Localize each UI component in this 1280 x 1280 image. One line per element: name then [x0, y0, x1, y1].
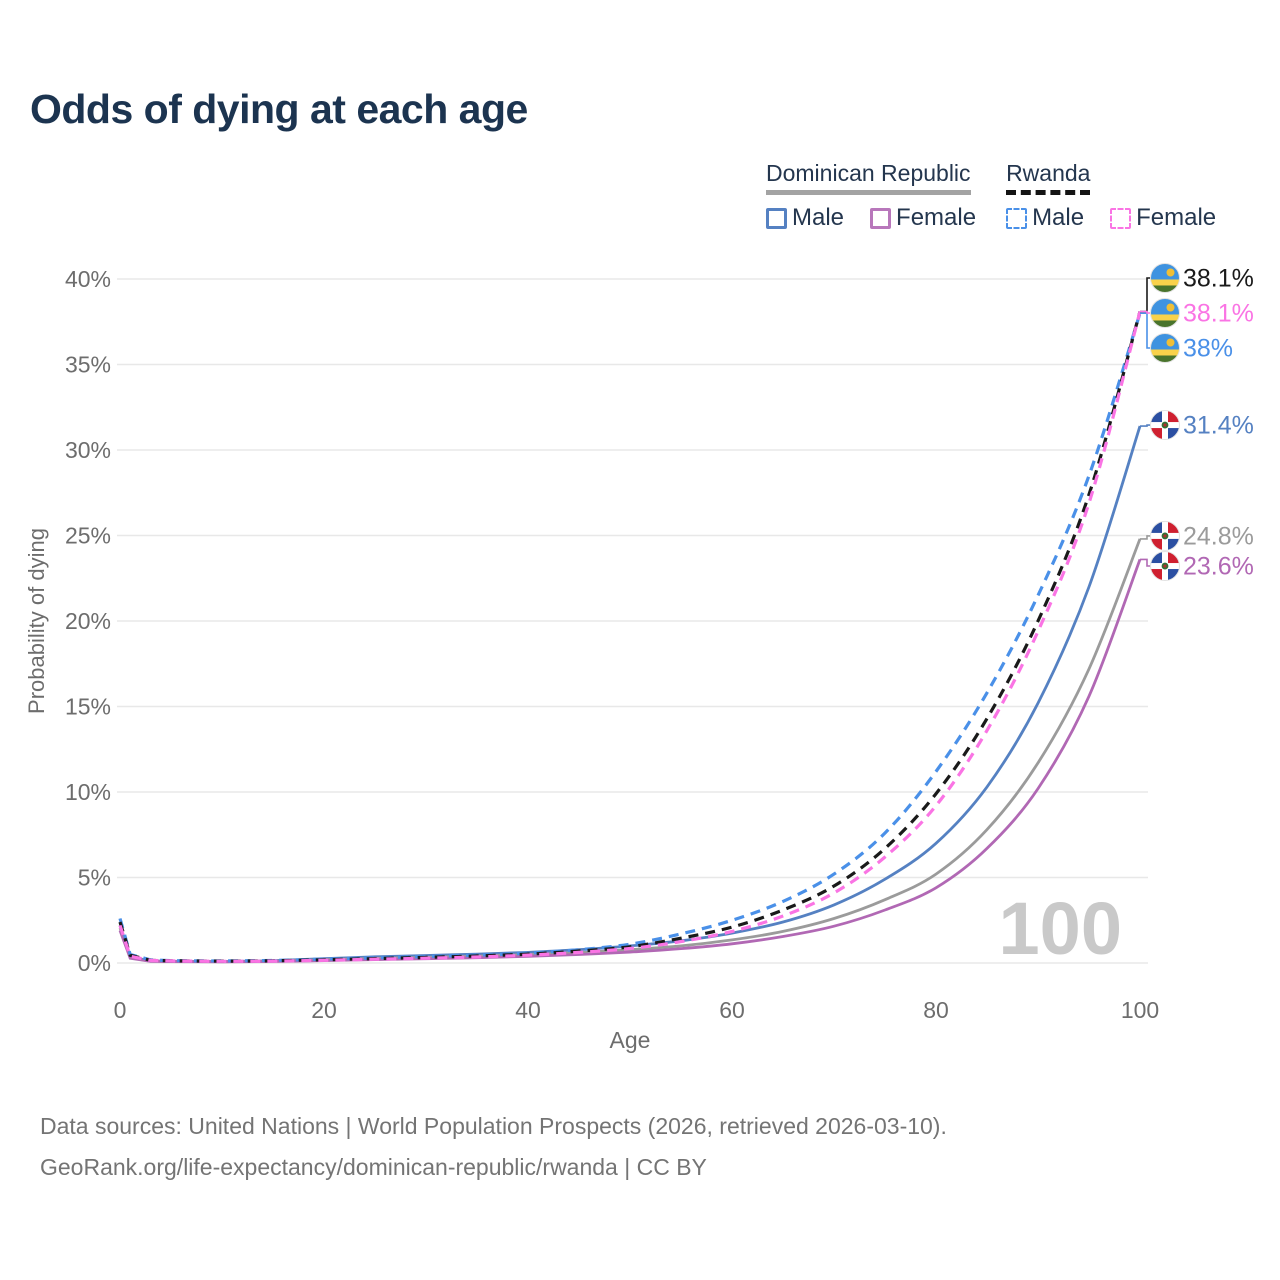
legend-item-rwanda-male[interactable]: Male [1006, 204, 1084, 232]
footer-attribution: GeoRank.org/life-expectancy/dominican-re… [40, 1154, 707, 1180]
flag-icon-do [1150, 410, 1180, 441]
legend-item-label: Female [896, 204, 977, 231]
hover-age-watermark: 100 [999, 887, 1122, 970]
legend-item-label: Female [1136, 204, 1217, 231]
series-end-labels: 31.4% 24.8% 23.6% 38% 38.1% 38.1% [1140, 262, 1254, 582]
legend-item-label: Male [792, 204, 845, 231]
legend-item-rwanda-female[interactable]: Female [1110, 204, 1216, 232]
legend-header-dominican-republic: Dominican Republic [766, 160, 971, 195]
end-label-dr-female: 23.6% [1140, 551, 1254, 582]
flag-icon-rw [1150, 262, 1180, 293]
x-axis-tick-labels: 0 20 40 60 80 100 [114, 997, 1160, 1023]
end-value-label: 31.4% [1183, 412, 1254, 440]
legend-header-rwanda: Rwanda [1006, 160, 1091, 195]
legend-item-dr-female[interactable]: Female [870, 204, 976, 232]
leader-line [1140, 277, 1151, 313]
series-lines [118, 311, 1142, 964]
end-value-label: 38.1% [1183, 264, 1254, 292]
x-tick-label: 40 [515, 997, 541, 1023]
flag-icon-do [1150, 551, 1180, 582]
rwanda-female-swatch-icon [1110, 207, 1132, 229]
flag-icon-do [1150, 520, 1180, 551]
page-title: Odds of dying at each age [30, 86, 528, 132]
chart-legend: Dominican Republic Male Female Rwanda Ma… [766, 160, 1216, 232]
end-label-dr-male: 31.4% [1140, 410, 1254, 441]
x-tick-label: 100 [1121, 997, 1159, 1023]
dr-female-swatch-icon [870, 207, 892, 229]
leader-line [1140, 558, 1151, 567]
footer: Data sources: United Nations | World Pop… [40, 1106, 947, 1188]
dr-male-swatch-icon [766, 207, 787, 229]
leader-line [1140, 535, 1151, 540]
leader-line [1140, 312, 1151, 349]
end-value-label: 38% [1183, 335, 1233, 363]
flag-icon-rw [1150, 333, 1180, 363]
gridlines [117, 278, 1148, 964]
leader-line [1140, 310, 1151, 314]
y-tick-label: 35% [65, 352, 111, 378]
footer-data-sources: Data sources: United Nations | World Pop… [40, 1113, 947, 1139]
leader-line [1140, 424, 1151, 427]
legend-item-label: Male [1032, 204, 1085, 231]
end-label-rwanda-both: 38.1% [1140, 262, 1254, 313]
y-tick-label: 10% [65, 779, 111, 805]
flag-icon-rw [1150, 297, 1180, 328]
y-axis-title: Probability of dying [24, 528, 49, 714]
series-line-rwanda-male [118, 312, 1142, 963]
end-label-rwanda-male: 38% [1140, 312, 1233, 363]
x-tick-label: 80 [923, 997, 949, 1023]
end-value-label: 38.1% [1183, 299, 1254, 327]
legend-items-dominican-republic: Male Female [766, 204, 976, 232]
legend-item-dr-male[interactable]: Male [766, 204, 844, 232]
y-tick-label: 0% [78, 950, 111, 976]
end-value-label: 24.8% [1183, 522, 1254, 550]
x-tick-label: 0 [114, 997, 127, 1023]
y-tick-label: 25% [65, 523, 111, 549]
y-tick-label: 40% [65, 266, 111, 292]
y-tick-label: 20% [65, 608, 111, 634]
y-tick-label: 30% [65, 437, 111, 463]
end-label-dr-both: 24.8% [1140, 520, 1254, 551]
y-tick-label: 15% [65, 694, 111, 720]
rwanda-male-swatch-icon [1006, 207, 1028, 229]
end-label-rwanda-female: 38.1% [1140, 297, 1254, 328]
y-tick-label: 5% [78, 865, 111, 891]
legend-group-dominican-republic: Dominican Republic Male Female [766, 160, 976, 232]
plot-hover-area[interactable] [120, 279, 1140, 963]
x-tick-label: 60 [719, 997, 745, 1023]
x-tick-label: 20 [311, 997, 337, 1023]
x-axis-title: Age [610, 1027, 651, 1053]
end-value-label: 23.6% [1183, 553, 1254, 581]
legend-group-rwanda: Rwanda Male Female [1006, 160, 1216, 232]
y-axis-tick-labels: 0% 5% 10% 15% 20% 25% 30% 35% 40% [65, 266, 111, 976]
legend-items-rwanda: Male Female [1006, 204, 1216, 232]
